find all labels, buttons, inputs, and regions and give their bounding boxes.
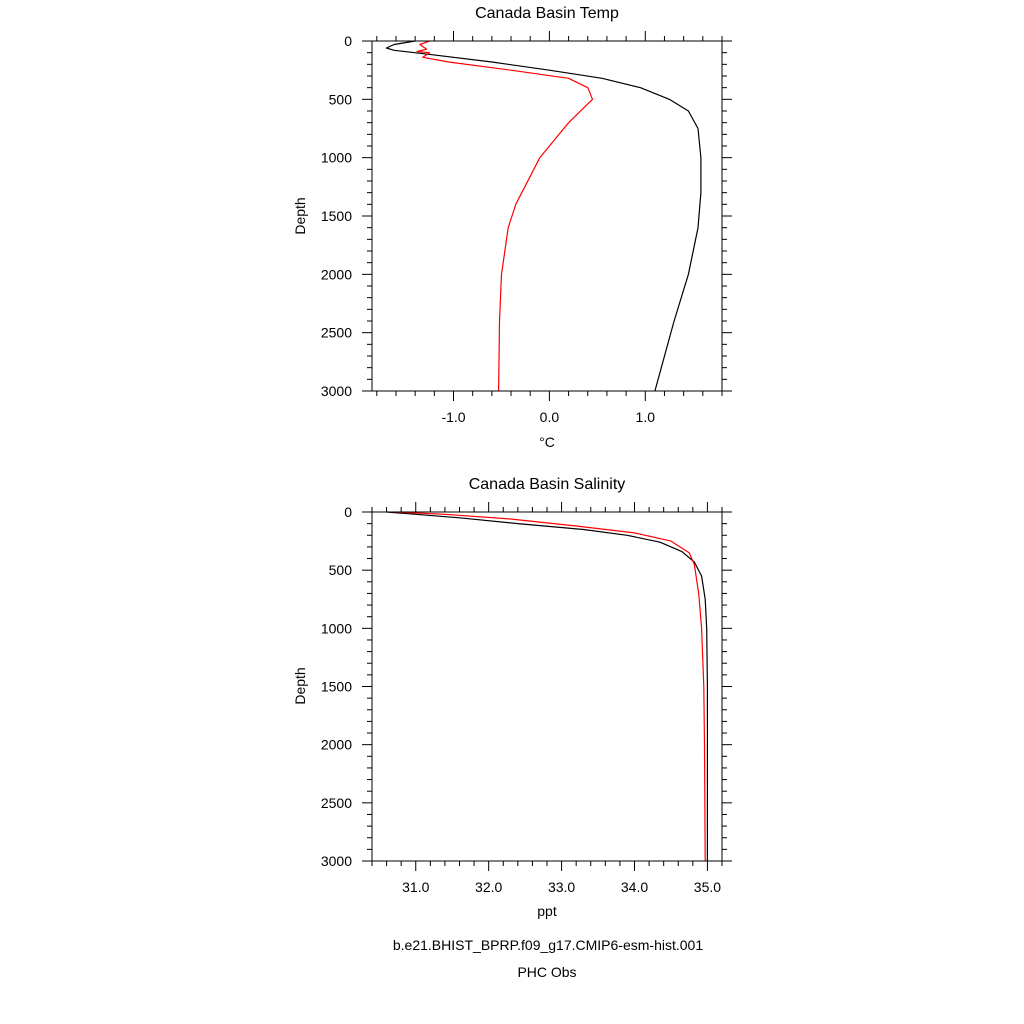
temp-y-tick-label: 0	[344, 33, 352, 49]
legend: b.e21.BHIST_BPRP.f09_g17.CMIP6-esm-hist.…	[393, 937, 703, 980]
salinity-ticks	[362, 502, 732, 871]
temp-y-tick-label: 2500	[321, 325, 352, 341]
temp-x-tick-label: 0.0	[540, 409, 560, 425]
temp-y-axis-label: Depth	[292, 197, 308, 234]
salinity-plot-frame	[371, 511, 723, 862]
temp-y-tick-label: 500	[329, 91, 353, 107]
salinity-x-axis-label: ppt	[537, 903, 557, 919]
temp-y-tick-label: 1500	[321, 208, 352, 224]
temp-ticks	[362, 31, 732, 401]
temp-y-tick-label: 1000	[321, 150, 352, 166]
salinity-y-tick-label: 3000	[321, 853, 352, 869]
salinity-y-tick-label: 2500	[321, 795, 352, 811]
legend-entry-phc-obs: PHC Obs	[517, 964, 576, 980]
salinity-phc-obs-line	[393, 511, 706, 862]
salinity-y-tick-label: 1000	[321, 620, 352, 636]
salinity-x-tick-label: 32.0	[475, 879, 502, 895]
temp-series	[385, 40, 702, 392]
salinity-panel: Canada Basin Salinity ppt Depth 31.0 32.0…	[292, 476, 732, 919]
salinity-y-tick-label: 0	[344, 504, 352, 520]
salinity-y-tick-label: 500	[329, 562, 353, 578]
salinity-chart-title: Canada Basin Salinity	[469, 476, 626, 493]
salinity-series	[386, 511, 709, 862]
temp-tick-labels: -1.0 0.0 1.0 0 500 1000 1500 2000 2500 3000	[321, 33, 655, 425]
temp-model-line	[385, 40, 702, 392]
salinity-x-tick-label: 35.0	[694, 879, 721, 895]
salinity-model-line	[386, 511, 709, 861]
salinity-x-tick-label: 34.0	[621, 879, 648, 895]
salinity-y-tick-label: 2000	[321, 737, 352, 753]
legend-entry-model: b.e21.BHIST_BPRP.f09_g17.CMIP6-esm-hist.…	[393, 937, 703, 953]
temp-x-axis-label: °C	[539, 434, 555, 450]
salinity-x-tick-label: 31.0	[402, 879, 429, 895]
temp-x-tick-label: 1.0	[636, 409, 656, 425]
salinity-x-tick-label: 33.0	[548, 879, 575, 895]
salinity-y-axis-label: Depth	[292, 667, 308, 704]
temp-plot-frame	[371, 40, 723, 392]
temp-chart-title: Canada Basin Temp	[475, 5, 619, 22]
temp-panel: Canada Basin Temp °C Depth -1.0 0.0 1.0 0 50…	[292, 5, 732, 450]
temp-y-tick-label: 3000	[321, 383, 352, 399]
temp-y-tick-label: 2000	[321, 266, 352, 282]
temp-x-tick-label: -1.0	[441, 409, 465, 425]
temp-phc-obs-line	[416, 40, 594, 392]
salinity-tick-labels: 31.0 32.0 33.0 34.0 35.0 0 500 1000 1500 2000 2500…	[321, 504, 721, 895]
salinity-y-tick-label: 1500	[321, 679, 352, 695]
